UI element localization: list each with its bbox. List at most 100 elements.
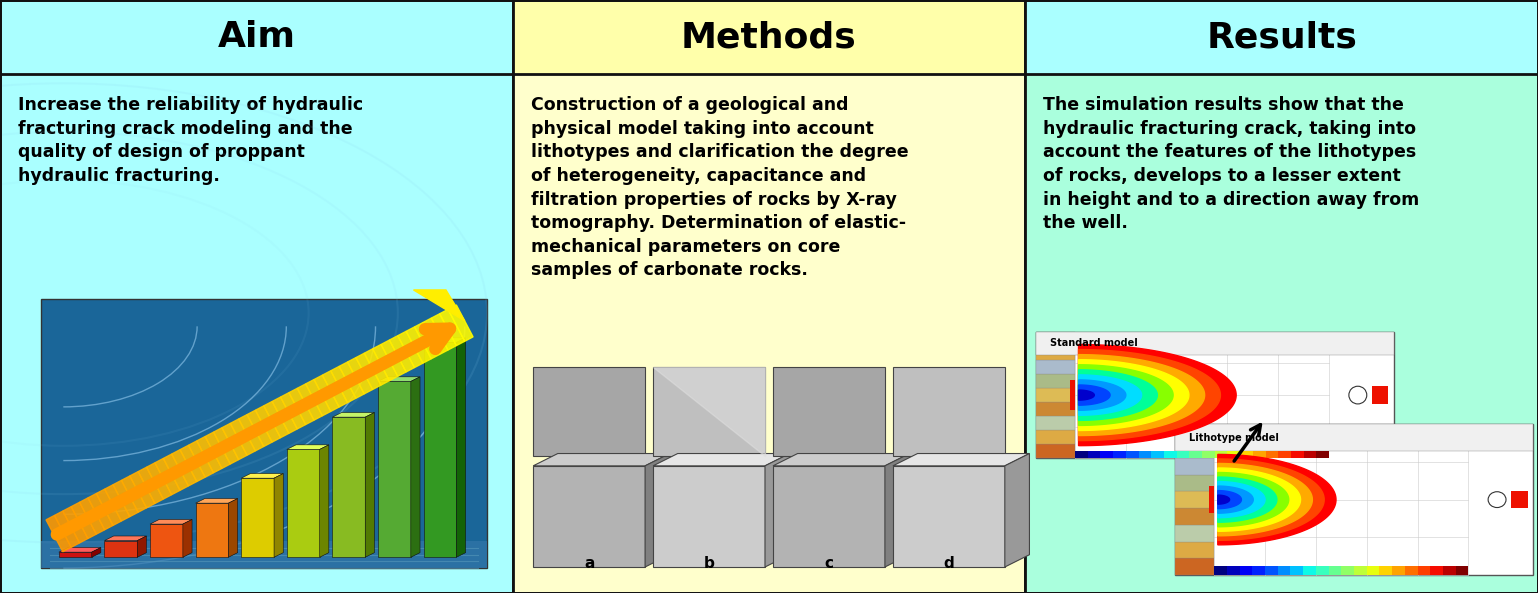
- Polygon shape: [146, 463, 172, 499]
- Polygon shape: [265, 401, 289, 438]
- Text: The simulation results show that the
hydraulic fracturing crack, taking into
acc: The simulation results show that the hyd…: [1043, 96, 1420, 232]
- Bar: [1035, 332, 1075, 346]
- Polygon shape: [1078, 355, 1204, 435]
- Bar: [241, 478, 274, 557]
- Bar: [1175, 508, 1213, 525]
- Bar: [1035, 346, 1075, 360]
- Bar: [1213, 566, 1227, 575]
- Polygon shape: [289, 388, 314, 425]
- Bar: [1114, 451, 1126, 458]
- Ellipse shape: [1349, 386, 1367, 404]
- Bar: [378, 381, 411, 557]
- Polygon shape: [88, 493, 112, 530]
- Bar: [1035, 388, 1075, 402]
- Polygon shape: [1078, 380, 1126, 410]
- Bar: [1035, 416, 1075, 430]
- Bar: [1380, 566, 1392, 575]
- Polygon shape: [381, 340, 406, 377]
- Bar: [1075, 451, 1087, 458]
- Polygon shape: [378, 377, 420, 381]
- Text: a: a: [584, 556, 594, 570]
- Bar: [1175, 474, 1213, 491]
- Bar: [1329, 566, 1341, 575]
- Polygon shape: [1218, 490, 1241, 509]
- Polygon shape: [448, 305, 474, 342]
- Bar: [1175, 424, 1533, 451]
- Bar: [1138, 451, 1152, 458]
- Bar: [1392, 566, 1404, 575]
- Polygon shape: [365, 413, 374, 557]
- Polygon shape: [1078, 390, 1095, 400]
- Polygon shape: [1078, 345, 1237, 446]
- Bar: [1035, 444, 1075, 458]
- Polygon shape: [423, 338, 466, 342]
- Bar: [0, 0, 512, 74]
- Bar: [894, 367, 1004, 456]
- Bar: [286, 449, 320, 557]
- Polygon shape: [1078, 385, 1110, 405]
- Ellipse shape: [1489, 492, 1506, 508]
- Polygon shape: [129, 471, 155, 508]
- Polygon shape: [440, 310, 464, 346]
- Polygon shape: [389, 336, 414, 372]
- Bar: [894, 466, 1004, 567]
- Polygon shape: [644, 454, 669, 567]
- Polygon shape: [105, 484, 129, 521]
- Bar: [774, 466, 884, 567]
- Polygon shape: [654, 454, 789, 466]
- Bar: [42, 299, 488, 568]
- Polygon shape: [457, 338, 466, 557]
- Polygon shape: [71, 502, 97, 538]
- Polygon shape: [411, 377, 420, 557]
- Polygon shape: [372, 345, 398, 381]
- Text: Increase the reliability of hydraulic
fracturing crack modeling and the
quality : Increase the reliability of hydraulic fr…: [18, 96, 363, 185]
- Polygon shape: [398, 331, 423, 368]
- Bar: [151, 524, 183, 557]
- Bar: [1290, 451, 1304, 458]
- Polygon shape: [63, 506, 88, 543]
- Polygon shape: [1218, 482, 1266, 518]
- Bar: [1266, 566, 1278, 575]
- Polygon shape: [238, 415, 263, 451]
- Bar: [1367, 566, 1380, 575]
- Polygon shape: [274, 474, 283, 557]
- Polygon shape: [1218, 468, 1301, 531]
- Bar: [1035, 332, 1393, 458]
- Polygon shape: [229, 499, 238, 557]
- Bar: [195, 503, 229, 557]
- Polygon shape: [320, 445, 329, 557]
- Bar: [1443, 566, 1455, 575]
- Polygon shape: [58, 547, 102, 552]
- Polygon shape: [297, 384, 323, 420]
- Bar: [1035, 374, 1075, 388]
- Bar: [1317, 451, 1329, 458]
- Text: Aim: Aim: [217, 20, 295, 54]
- Polygon shape: [255, 406, 280, 442]
- Polygon shape: [112, 480, 138, 517]
- Bar: [1266, 451, 1278, 458]
- Polygon shape: [180, 445, 205, 482]
- Polygon shape: [1218, 459, 1324, 540]
- Bar: [1087, 451, 1100, 458]
- Bar: [1317, 566, 1329, 575]
- Bar: [1035, 360, 1075, 374]
- Text: Construction of a geological and
physical model taking into account
lithotypes a: Construction of a geological and physica…: [531, 96, 909, 279]
- Polygon shape: [1078, 370, 1158, 420]
- Bar: [1026, 0, 1538, 593]
- Polygon shape: [163, 454, 188, 490]
- Polygon shape: [365, 349, 389, 385]
- Polygon shape: [314, 375, 338, 412]
- Bar: [105, 541, 137, 557]
- Bar: [1278, 451, 1290, 458]
- Polygon shape: [195, 499, 238, 503]
- Polygon shape: [54, 511, 80, 547]
- Bar: [1227, 566, 1240, 575]
- Bar: [1290, 566, 1303, 575]
- Polygon shape: [205, 432, 231, 468]
- Polygon shape: [423, 318, 448, 355]
- Bar: [1203, 451, 1215, 458]
- Text: Standard model: Standard model: [1050, 338, 1138, 348]
- Polygon shape: [1078, 365, 1173, 425]
- Bar: [1175, 491, 1213, 508]
- Polygon shape: [80, 498, 105, 534]
